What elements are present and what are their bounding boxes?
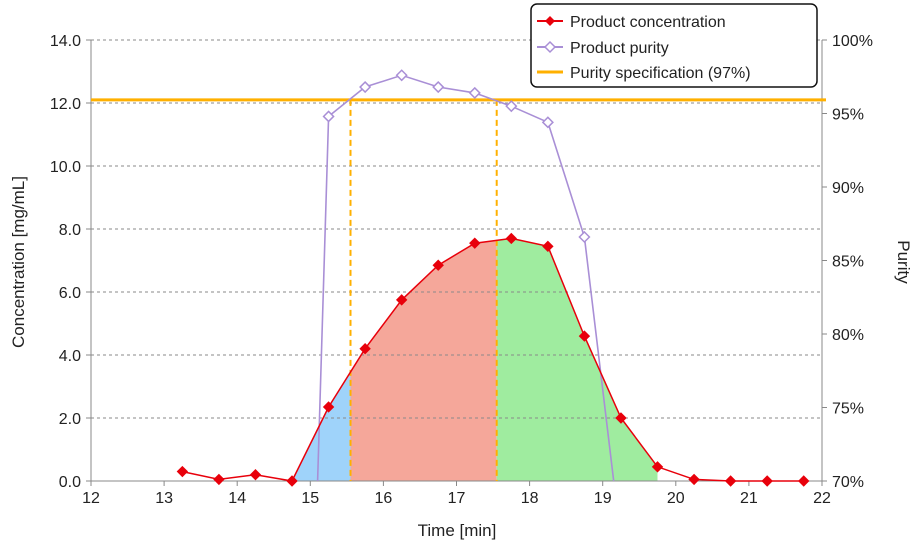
x-tick-label: 13 <box>155 490 173 507</box>
legend-concentration-marker <box>545 16 555 26</box>
x-tick-label: 14 <box>228 490 246 507</box>
y2-tick-label: 100% <box>832 33 873 50</box>
y-tick-label: 4.0 <box>59 348 81 365</box>
x-tick-label: 18 <box>521 490 539 507</box>
x-tick-label: 16 <box>375 490 393 507</box>
y2-tick-label: 80% <box>832 327 864 344</box>
concentration-point <box>542 240 554 253</box>
legend-label: Product concentration <box>570 14 726 31</box>
y-tick-label: 6.0 <box>59 285 81 302</box>
y2-tick-label: 95% <box>832 107 864 124</box>
series <box>176 69 810 487</box>
concentration-point <box>505 232 518 245</box>
concentration-point <box>651 461 664 473</box>
purity-point <box>578 230 591 244</box>
y-tick-label: 8.0 <box>59 222 81 239</box>
concentration-point <box>688 473 700 486</box>
x-tick-label: 21 <box>740 490 758 507</box>
region-after-cut <box>496 238 658 481</box>
shaded-regions <box>292 238 658 481</box>
y2-tick-label: 90% <box>832 180 864 197</box>
y-axis-title: Concentration [mg/mL] <box>9 176 28 348</box>
x-tick-label: 15 <box>301 490 319 507</box>
concentration-point <box>469 237 481 249</box>
legend-purity-marker <box>543 40 557 54</box>
concentration-point <box>176 465 189 478</box>
x-tick-label: 12 <box>82 490 100 507</box>
purity-point <box>322 110 335 123</box>
purity-line <box>316 74 615 482</box>
concentration-point <box>578 330 591 342</box>
ticks: 0.0 2.0 4.0 6.0 8.0 10.0 12.0 14.0 70% 75% 80% 85% 9… <box>50 33 873 507</box>
concentration-line <box>182 237 804 482</box>
grid <box>91 39 822 419</box>
concentration-point <box>798 475 810 487</box>
purity-point <box>395 69 408 82</box>
region-before-cut <box>292 372 351 481</box>
concentration-point <box>615 412 627 424</box>
purity-point <box>541 116 554 129</box>
concentration-point <box>322 401 335 413</box>
y-tick-label: 14.0 <box>50 33 81 50</box>
concentration-point <box>432 259 444 271</box>
x-axis-title: Time [min] <box>418 521 497 540</box>
x-tick-label: 19 <box>594 490 612 507</box>
y-tick-label: 2.0 <box>59 411 81 428</box>
purity-point <box>359 80 372 94</box>
y-tick-label: 10.0 <box>50 159 81 176</box>
x-tick-label: 22 <box>813 490 831 507</box>
y2-axis-title: Purity <box>894 240 913 284</box>
y-tick-label: 0.0 <box>59 474 81 491</box>
legend-label: Product purity <box>570 40 669 57</box>
purity-point <box>432 80 445 94</box>
y2-tick-label: 85% <box>832 254 864 271</box>
purity-point <box>505 100 518 113</box>
x-tick-label: 20 <box>667 490 685 507</box>
concentration-point <box>395 294 408 306</box>
concentration-point <box>213 473 225 486</box>
concentration-point <box>359 342 371 355</box>
legend-box <box>530 3 818 88</box>
concentration-point <box>761 475 773 487</box>
legend: Product concentration Product purity Purit… <box>530 3 818 88</box>
region-between-cuts <box>350 240 497 481</box>
y2-tick-label: 75% <box>832 401 864 418</box>
concentration-point <box>724 475 737 487</box>
specification <box>91 98 826 481</box>
legend-label: Purity specification (97%) <box>570 65 751 82</box>
x-tick-label: 17 <box>448 490 466 507</box>
y2-tick-label: 70% <box>832 474 864 491</box>
y-tick-label: 12.0 <box>50 96 81 113</box>
purity-point <box>468 86 481 99</box>
concentration-point <box>249 468 262 481</box>
concentration-point <box>286 475 298 487</box>
